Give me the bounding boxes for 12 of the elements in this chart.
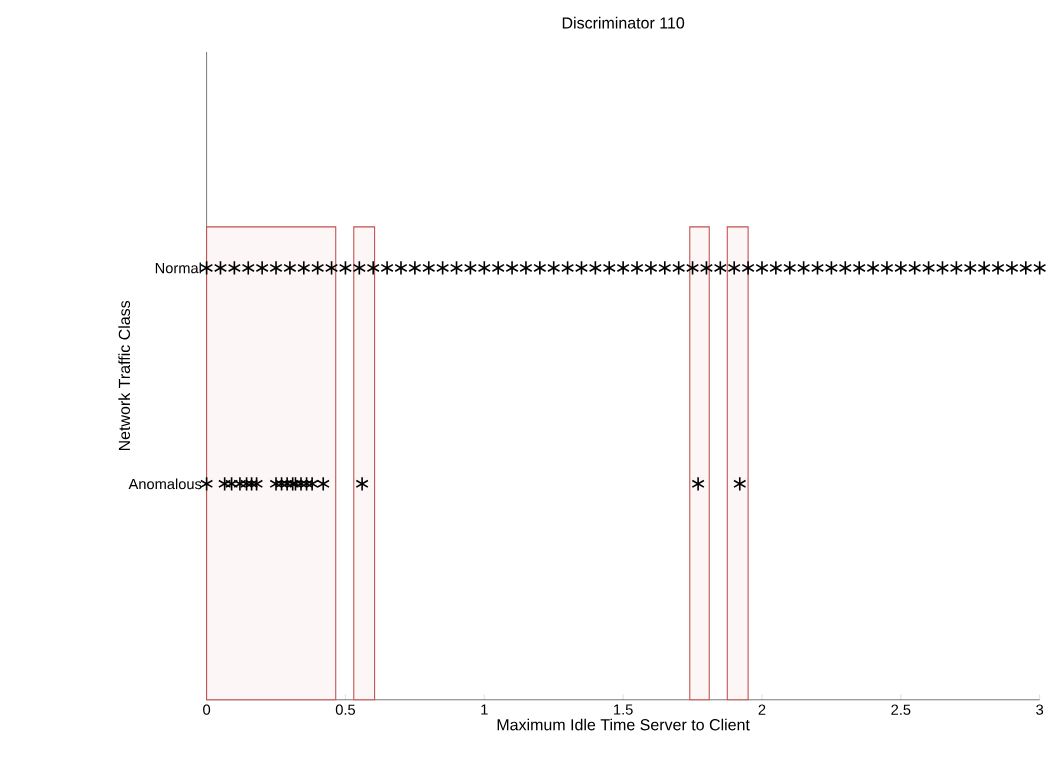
x-tick-label: 0 [203, 704, 211, 715]
chart-title: Discriminator 110 [562, 16, 685, 29]
x-tick-label: 1.5 [614, 704, 633, 715]
x-tick-label: 3 [1036, 704, 1044, 715]
x-axis-title: Maximum Idle Time Server to Client [497, 718, 750, 731]
x-tick-label: 0.5 [335, 704, 356, 715]
y-axis-title: Network Traffic Class [118, 300, 131, 451]
x-tick-label: 1 [481, 704, 488, 715]
x-tick-label: 2.5 [891, 704, 911, 715]
y-tick-label: Normal [155, 262, 201, 274]
x-tick-label: 2 [758, 704, 766, 715]
y-tick-label: Anomalous [128, 478, 202, 490]
